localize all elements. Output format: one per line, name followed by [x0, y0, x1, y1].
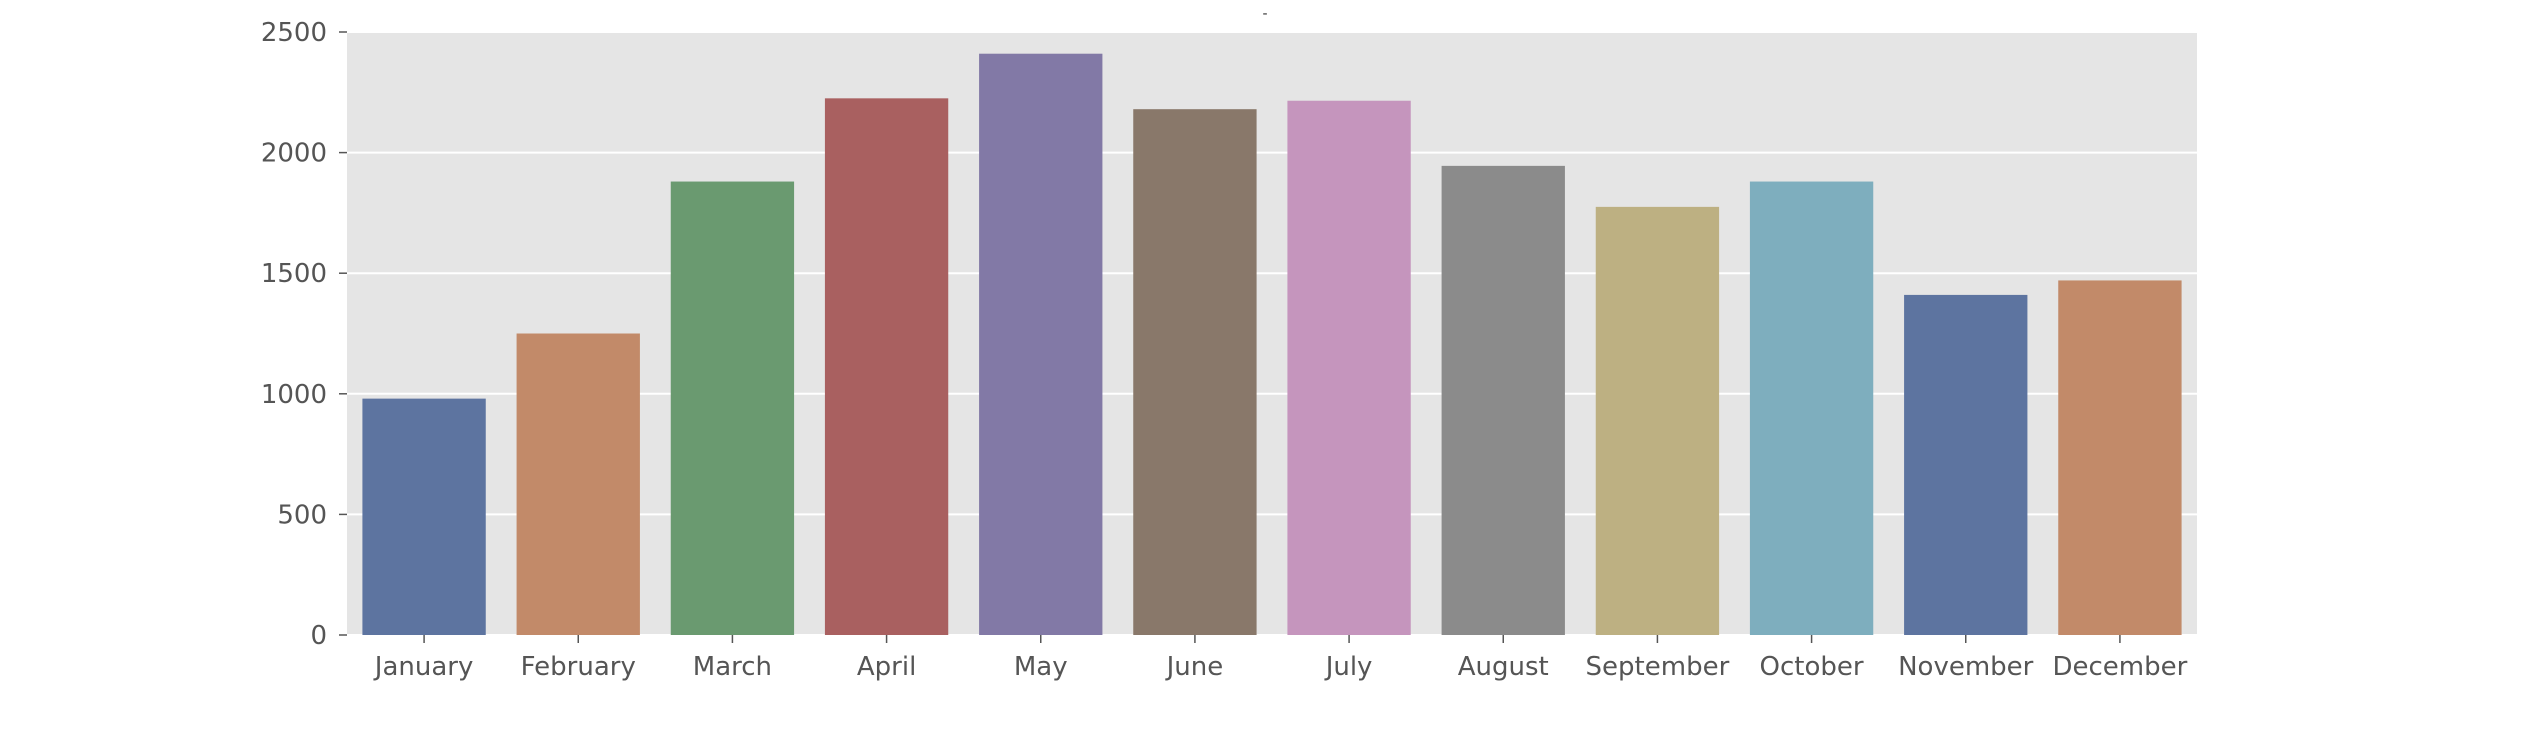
bar-february: [516, 333, 640, 635]
x-tick-label: December: [2053, 652, 2188, 682]
bar-may: [979, 53, 1103, 635]
x-tick-label: October: [1760, 652, 1864, 682]
bar-october: [1749, 181, 1874, 635]
x-tick-label: November: [1898, 652, 2034, 682]
plot-background: [347, 32, 2197, 635]
bar-july: [1287, 100, 1411, 635]
x-tick-label: April: [857, 652, 916, 682]
x-tick-label: January: [373, 652, 474, 682]
bar-september: [1595, 206, 1720, 635]
x-tick-label: May: [1014, 652, 1068, 682]
x-tick-label: August: [1458, 652, 1549, 682]
x-tick-label: June: [1165, 652, 1224, 682]
y-tick-label: 1500: [261, 259, 327, 289]
bar-november: [1904, 294, 2028, 635]
x-tick-label: September: [1586, 652, 1730, 682]
y-tick-label: 2500: [261, 18, 327, 48]
bar-march: [670, 181, 795, 635]
y-tick-label: 0: [310, 621, 327, 651]
bar-april: [824, 98, 949, 635]
bar-january: [362, 398, 486, 635]
x-tick-label: February: [521, 652, 636, 682]
chart-title: -: [1262, 6, 1267, 22]
bar-august: [1441, 165, 1565, 635]
grid-lines: [347, 31, 2197, 636]
bar-june: [1133, 109, 1257, 635]
x-axis-ticks: January February March April May June July Augu…: [373, 635, 2188, 682]
bars: [362, 53, 2182, 635]
bar-december: [2058, 280, 2182, 635]
x-tick-label: March: [693, 652, 772, 682]
y-axis-ticks: 0 500 1000 1500 2000 2500: [261, 18, 347, 651]
y-tick-label: 500: [277, 500, 327, 530]
x-tick-label: July: [1324, 652, 1373, 682]
y-tick-label: 2000: [261, 139, 327, 169]
y-tick-label: 1000: [261, 380, 327, 410]
